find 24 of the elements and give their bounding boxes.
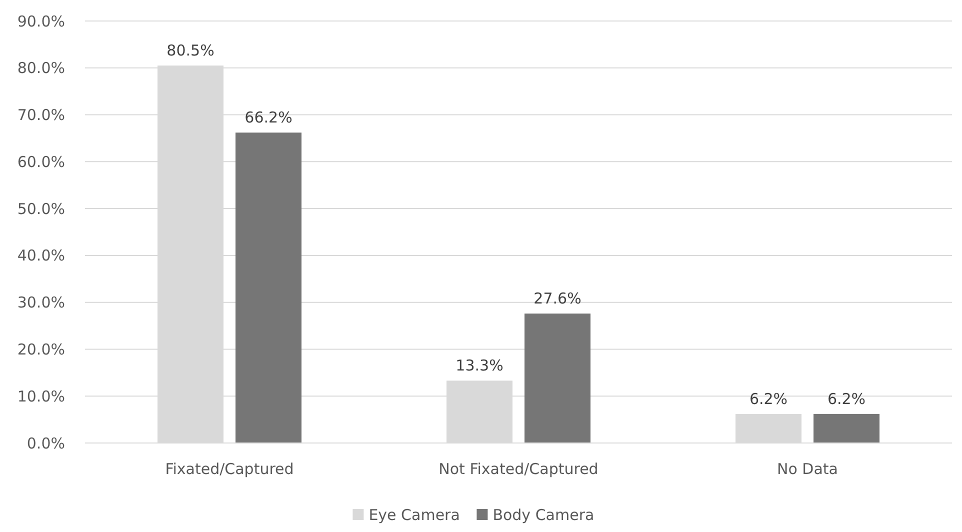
y-tick-label: 30.0% [17,294,65,312]
data-label: 6.2% [749,390,788,408]
y-tick-label: 80.0% [17,59,65,78]
y-tick-label: 0.0% [26,434,65,452]
y-tick-label: 10.0% [17,387,65,406]
y-tick-label: 50.0% [17,200,65,218]
y-tick-label: 90.0% [17,12,65,30]
bar [814,414,880,443]
data-label: 66.2% [244,108,292,127]
legend-label: Body Camera [492,506,594,524]
bar [236,132,302,443]
legend-label: Eye Camera [368,506,460,524]
x-tick-label: Fixated/Captured [165,460,294,478]
data-label: 6.2% [827,390,866,408]
y-tick-label: 70.0% [17,106,65,124]
y-tick-label: 40.0% [17,246,65,265]
x-tick-label: No Data [777,460,838,478]
data-label: 80.5% [166,42,214,60]
data-label: 13.3% [456,356,504,375]
data-label: 27.6% [534,290,582,308]
bar [524,314,590,443]
y-tick-label: 20.0% [17,340,65,358]
x-tick-label: Not Fixated/Captured [438,460,598,478]
y-tick-label: 60.0% [17,152,65,171]
